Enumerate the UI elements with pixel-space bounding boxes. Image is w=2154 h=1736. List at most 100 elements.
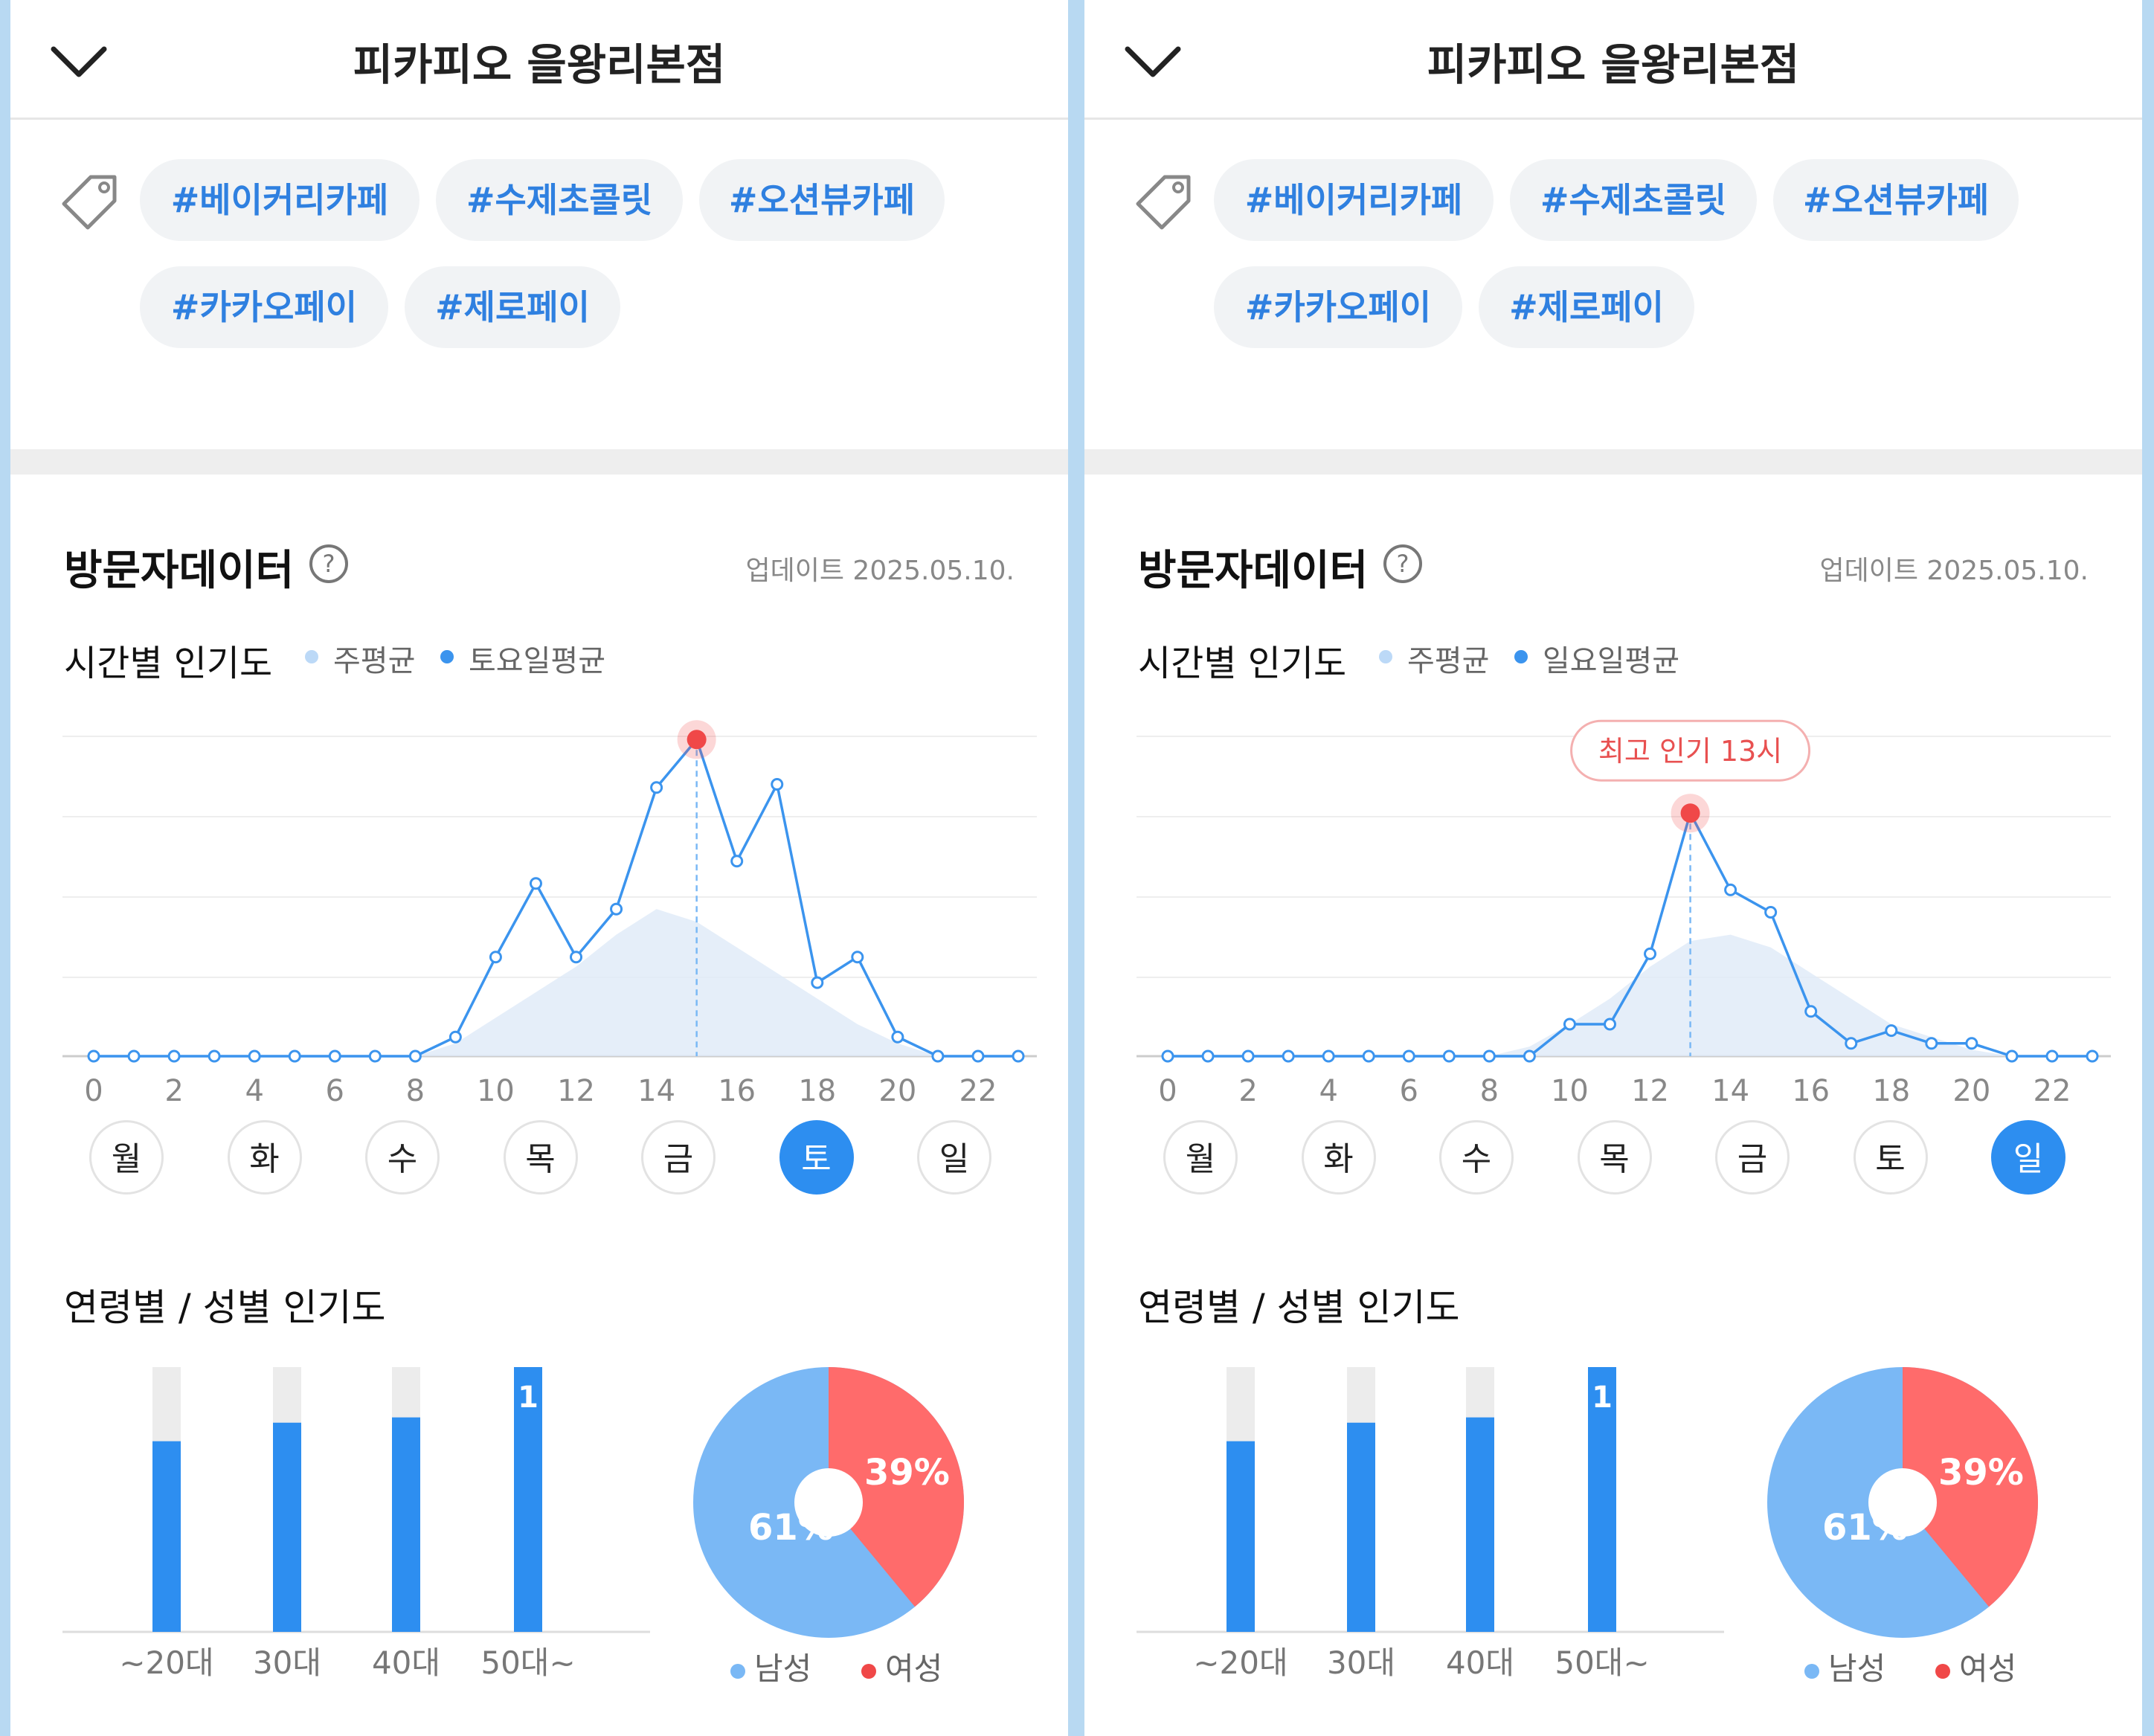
tag-chip[interactable]: #카카오페이 xyxy=(140,266,388,348)
tag-chip[interactable]: #베이커리카페 xyxy=(1214,159,1494,241)
bar xyxy=(152,1441,181,1632)
tag-chip[interactable]: #베이커리카페 xyxy=(140,159,419,241)
tag-icon xyxy=(1136,175,1191,230)
x-tick-label: 4 xyxy=(245,1074,263,1108)
chevron-down-icon[interactable] xyxy=(1123,36,1183,88)
hourly-title: 시간별 인기도 xyxy=(64,643,273,684)
data-point xyxy=(1603,1018,1616,1031)
pie-hole xyxy=(794,1468,863,1537)
store-title: 피카피오 을왕리본점 xyxy=(353,39,726,90)
age-label: ~20대 xyxy=(1193,1645,1287,1681)
x-tick-label: 16 xyxy=(718,1074,756,1108)
data-point xyxy=(1965,1037,1978,1050)
pie-label-male: 61% xyxy=(1822,1507,1908,1549)
update-date: 업데이트 2025.05.10. xyxy=(745,556,1015,586)
legend-day-label: 토요일평균 xyxy=(469,644,605,678)
legend-week-label: 주평균 xyxy=(333,644,416,678)
data-point xyxy=(368,1049,382,1063)
x-tick-label: 22 xyxy=(959,1074,997,1108)
legend-day-dot xyxy=(440,650,454,663)
day-button[interactable]: 토 xyxy=(779,1120,854,1195)
day-button[interactable]: 목 xyxy=(503,1120,578,1195)
x-tick-label: 22 xyxy=(2034,1074,2071,1108)
data-point xyxy=(2086,1049,2099,1063)
tag-chip[interactable]: #수제초콜릿 xyxy=(436,159,683,241)
day-button[interactable]: 목 xyxy=(1577,1120,1652,1195)
section-divider xyxy=(1084,449,2142,475)
female-dot xyxy=(861,1663,876,1679)
data-point xyxy=(1764,906,1778,919)
data-point xyxy=(208,1049,221,1063)
tag-chip[interactable]: #제로페이 xyxy=(1479,266,1694,348)
day-button[interactable]: 금 xyxy=(1715,1120,1790,1195)
data-point xyxy=(771,778,784,791)
age-label: 30대 xyxy=(253,1645,321,1681)
data-point xyxy=(529,877,542,890)
data-point xyxy=(127,1049,141,1063)
data-point xyxy=(1925,1037,1938,1050)
bar xyxy=(514,1367,542,1632)
bar xyxy=(1347,1422,1375,1632)
data-point xyxy=(1845,1037,1858,1050)
chevron-down-icon[interactable] xyxy=(49,36,109,88)
male-dot xyxy=(730,1663,745,1679)
gender-pie-chart: 61% 39% xyxy=(693,1367,964,1638)
tag-chip[interactable]: #제로페이 xyxy=(405,266,620,348)
age-bar-chart: ~20대 30대 40대 50대~ 1 xyxy=(1137,1367,1724,1681)
data-point xyxy=(610,902,623,916)
data-point xyxy=(2045,1049,2059,1063)
day-button[interactable]: 토 xyxy=(1853,1120,1928,1195)
x-tick-label: 8 xyxy=(1480,1074,1499,1108)
data-point xyxy=(1724,883,1737,896)
tag-chip[interactable]: #오션뷰카페 xyxy=(1773,159,2019,241)
data-point xyxy=(730,855,744,868)
x-tick-label: 0 xyxy=(1158,1074,1177,1108)
x-tick-label: 12 xyxy=(1631,1074,1669,1108)
day-button[interactable]: 수 xyxy=(1439,1120,1514,1195)
data-point xyxy=(1644,947,1657,960)
day-button[interactable]: 월 xyxy=(1163,1120,1238,1195)
bar xyxy=(392,1417,420,1632)
x-tick-label: 6 xyxy=(1400,1074,1418,1108)
section-title: 방문자데이터 xyxy=(64,547,295,595)
day-button[interactable]: 일 xyxy=(1991,1120,2065,1195)
day-average-line xyxy=(94,736,1018,1058)
help-icon[interactable]: ? xyxy=(1383,544,1422,583)
bar-rank-label: 1 xyxy=(518,1380,538,1415)
data-point xyxy=(1402,1049,1415,1063)
day-button[interactable]: 화 xyxy=(1301,1120,1376,1195)
hourly-chart: 최고 인기 15시0246810121416182022 xyxy=(62,720,1037,1108)
data-point xyxy=(288,1049,301,1063)
x-tick-label: 4 xyxy=(1319,1074,1337,1108)
legend-day-label: 일요일평균 xyxy=(1543,644,1679,678)
day-button[interactable]: 일 xyxy=(917,1120,991,1195)
tag-chip[interactable]: #수제초콜릿 xyxy=(1510,159,1757,241)
data-point xyxy=(1523,1049,1536,1063)
x-tick-label: 16 xyxy=(1792,1074,1830,1108)
age-gender-title: 연령별 / 성별 인기도 xyxy=(1138,1286,1460,1329)
male-dot xyxy=(1804,1663,1819,1679)
peak-label: 최고 인기 13시 xyxy=(1598,735,1782,768)
day-button[interactable]: 수 xyxy=(365,1120,440,1195)
peak-point xyxy=(1680,803,1700,823)
day-button[interactable]: 금 xyxy=(641,1120,716,1195)
day-button[interactable]: 월 xyxy=(89,1120,164,1195)
x-tick-label: 20 xyxy=(878,1074,916,1108)
data-point xyxy=(811,976,824,989)
update-date: 업데이트 2025.05.10. xyxy=(1819,556,2089,586)
day-button[interactable]: 화 xyxy=(227,1120,302,1195)
tag-chip[interactable]: #오션뷰카페 xyxy=(699,159,945,241)
data-point xyxy=(489,951,502,964)
gender-legend: 남성 여성 xyxy=(730,1644,942,1689)
data-point xyxy=(1885,1024,1898,1038)
data-point xyxy=(167,1049,181,1063)
help-icon[interactable]: ? xyxy=(309,544,348,583)
section-divider xyxy=(10,449,1068,475)
gender-legend: 남성 여성 xyxy=(1804,1644,2016,1689)
x-tick-label: 12 xyxy=(557,1074,595,1108)
age-label: 30대 xyxy=(1327,1645,1395,1681)
data-point xyxy=(408,1049,422,1063)
tag-chip[interactable]: #카카오페이 xyxy=(1214,266,1462,348)
pie-hole xyxy=(1868,1468,1937,1537)
pie-slice-female xyxy=(1903,1367,2038,1607)
